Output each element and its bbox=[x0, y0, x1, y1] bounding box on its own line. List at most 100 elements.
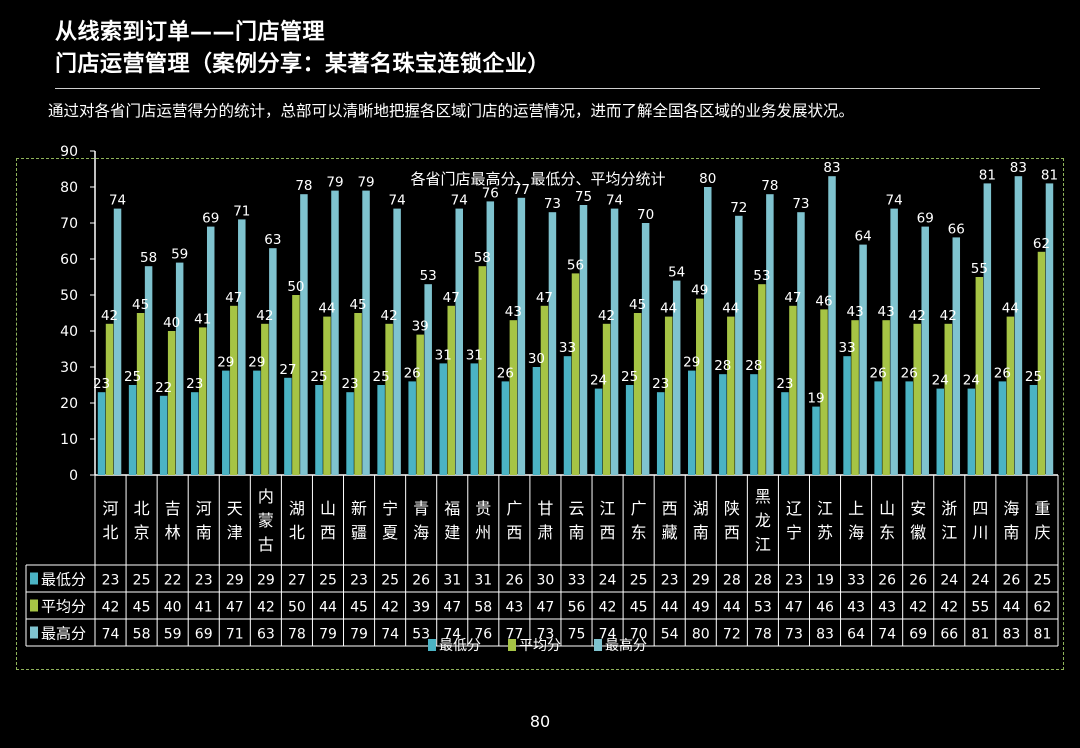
table-value: 59 bbox=[164, 627, 182, 643]
bar-min bbox=[874, 381, 882, 475]
table-value: 24 bbox=[599, 573, 617, 589]
bar-min bbox=[470, 363, 479, 475]
bar-min bbox=[719, 374, 727, 475]
bar-max bbox=[486, 201, 495, 475]
data-label: 27 bbox=[279, 362, 296, 378]
category-label: 山西 bbox=[320, 499, 336, 542]
bar-max bbox=[362, 190, 370, 475]
category-label: 新疆 bbox=[351, 499, 367, 542]
table-value: 44 bbox=[319, 600, 337, 616]
chart-frame bbox=[16, 158, 1064, 670]
legend-swatch bbox=[594, 639, 602, 651]
data-label: 42 bbox=[598, 308, 615, 324]
table-value: 23 bbox=[661, 573, 679, 589]
data-label: 26 bbox=[404, 365, 421, 381]
data-label: 26 bbox=[870, 365, 887, 381]
bar-avg bbox=[571, 273, 580, 475]
table-value: 43 bbox=[847, 600, 865, 616]
data-label: 70 bbox=[637, 207, 654, 223]
category-label: 黑龙江 bbox=[755, 487, 771, 554]
bar-avg bbox=[913, 323, 921, 475]
table-value: 53 bbox=[412, 627, 430, 643]
table-value: 47 bbox=[785, 600, 803, 616]
data-label: 26 bbox=[994, 365, 1011, 381]
category-label: 海南 bbox=[1003, 499, 1019, 542]
table-value: 39 bbox=[412, 600, 430, 616]
category-label: 浙江 bbox=[941, 499, 957, 542]
table-value: 44 bbox=[1002, 600, 1020, 616]
bar-max bbox=[766, 194, 774, 475]
bar-max bbox=[300, 194, 308, 475]
bar-min bbox=[315, 385, 323, 475]
table-value: 66 bbox=[940, 627, 958, 643]
table-value: 40 bbox=[164, 600, 182, 616]
data-label: 41 bbox=[194, 311, 211, 327]
bar-max bbox=[890, 208, 898, 475]
category-label: 青海 bbox=[413, 499, 429, 542]
table-value: 72 bbox=[723, 627, 741, 643]
category-label: 福建 bbox=[444, 499, 460, 542]
table-value: 44 bbox=[723, 600, 741, 616]
y-tick-label: 90 bbox=[60, 144, 78, 160]
y-tick-label: 40 bbox=[60, 324, 78, 340]
data-label: 24 bbox=[590, 373, 607, 389]
category-label: 江苏 bbox=[817, 499, 833, 542]
bar-avg bbox=[167, 331, 176, 475]
legend-label: 最高分 bbox=[605, 637, 647, 654]
data-label: 45 bbox=[349, 297, 366, 313]
bar-min bbox=[781, 392, 789, 475]
bar-max bbox=[113, 208, 122, 475]
data-label: 25 bbox=[310, 369, 327, 385]
data-label: 22 bbox=[155, 380, 172, 396]
data-label: 44 bbox=[722, 301, 739, 317]
row-key-swatch bbox=[30, 599, 38, 612]
table-value: 33 bbox=[847, 573, 865, 589]
data-label: 42 bbox=[940, 308, 957, 324]
table-value: 55 bbox=[971, 600, 989, 616]
table-value: 50 bbox=[288, 600, 306, 616]
table-value: 24 bbox=[940, 573, 958, 589]
bar-max bbox=[517, 197, 526, 476]
data-label: 47 bbox=[443, 290, 460, 306]
data-label: 33 bbox=[559, 340, 576, 356]
bar-max bbox=[269, 248, 277, 475]
category-label: 广西 bbox=[506, 499, 522, 542]
table-value: 30 bbox=[537, 573, 555, 589]
bar-avg bbox=[602, 323, 611, 475]
bar-avg bbox=[727, 316, 735, 475]
legend-swatch bbox=[428, 639, 436, 651]
bar-avg bbox=[478, 266, 487, 475]
table-value: 64 bbox=[847, 627, 865, 643]
table-value: 44 bbox=[661, 600, 679, 616]
data-label: 42 bbox=[909, 308, 926, 324]
bar-max bbox=[393, 208, 401, 475]
bar-max bbox=[704, 187, 712, 475]
data-label: 39 bbox=[412, 319, 429, 335]
table-value: 78 bbox=[288, 627, 306, 643]
bar-avg bbox=[975, 277, 984, 475]
data-label: 24 bbox=[963, 373, 980, 389]
bar-min bbox=[253, 370, 261, 475]
table-value: 81 bbox=[971, 627, 989, 643]
data-label: 47 bbox=[225, 290, 242, 306]
category-label: 广东 bbox=[631, 499, 647, 542]
table-value: 22 bbox=[164, 573, 182, 589]
table-value: 27 bbox=[288, 573, 306, 589]
table-value: 23 bbox=[785, 573, 803, 589]
data-label: 81 bbox=[979, 167, 996, 183]
category-label: 陕西 bbox=[724, 499, 740, 542]
data-label: 28 bbox=[714, 358, 731, 374]
data-label: 78 bbox=[295, 178, 312, 194]
y-tick-label: 70 bbox=[60, 216, 78, 232]
table-value: 74 bbox=[443, 627, 461, 643]
data-label: 62 bbox=[1033, 236, 1050, 252]
bar-avg bbox=[292, 295, 300, 475]
data-label: 47 bbox=[536, 290, 553, 306]
bar-avg bbox=[509, 320, 518, 475]
data-label: 29 bbox=[248, 355, 265, 371]
bar-min bbox=[532, 367, 541, 475]
table-value: 75 bbox=[568, 627, 586, 643]
data-label: 83 bbox=[1010, 160, 1027, 176]
bar-min bbox=[439, 363, 447, 475]
table-value: 43 bbox=[878, 600, 896, 616]
